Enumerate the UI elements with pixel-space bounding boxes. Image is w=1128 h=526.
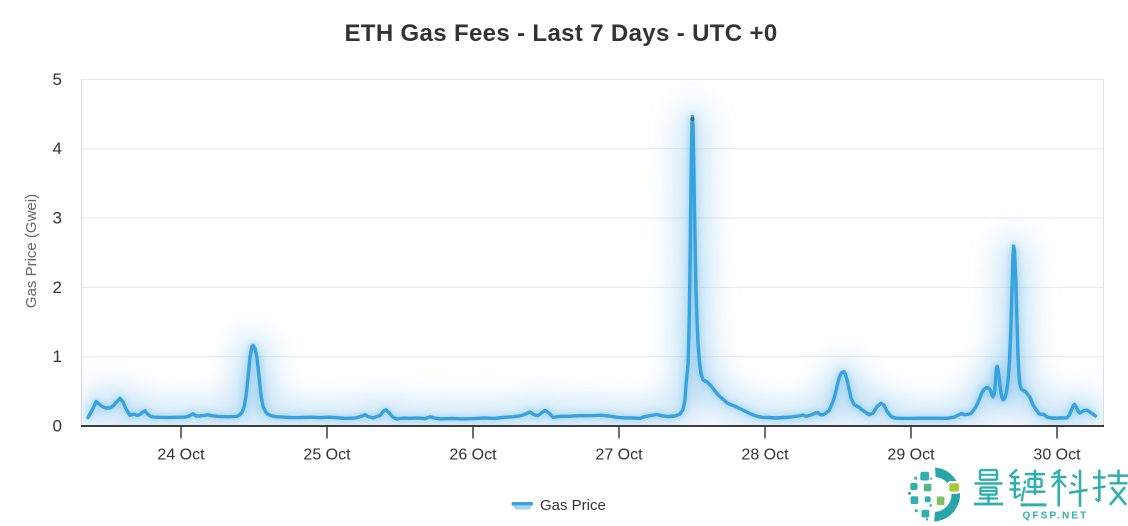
- svg-text:ETH Gas Fees - Last 7 Days - U: ETH Gas Fees - Last 7 Days - UTC +0: [344, 20, 777, 47]
- svg-text:3: 3: [53, 209, 62, 228]
- svg-text:1: 1: [53, 347, 62, 366]
- svg-text:5: 5: [53, 70, 62, 89]
- svg-text:27 Oct: 27 Oct: [595, 447, 643, 464]
- svg-text:4: 4: [53, 139, 62, 158]
- svg-text:24 Oct: 24 Oct: [157, 447, 205, 464]
- svg-text:0: 0: [53, 416, 62, 435]
- svg-text:Gas Price: Gas Price: [540, 497, 606, 514]
- svg-text:26 Oct: 26 Oct: [449, 447, 497, 464]
- svg-text:QFSP.NET: QFSP.NET: [1023, 510, 1089, 521]
- svg-text:2: 2: [53, 278, 62, 297]
- svg-text:29 Oct: 29 Oct: [887, 447, 935, 464]
- svg-text:30 Oct: 30 Oct: [1033, 447, 1081, 464]
- svg-text:25 Oct: 25 Oct: [303, 447, 351, 464]
- svg-text:28 Oct: 28 Oct: [741, 447, 789, 464]
- svg-text:Gas Price (Gwei): Gas Price (Gwei): [23, 194, 40, 308]
